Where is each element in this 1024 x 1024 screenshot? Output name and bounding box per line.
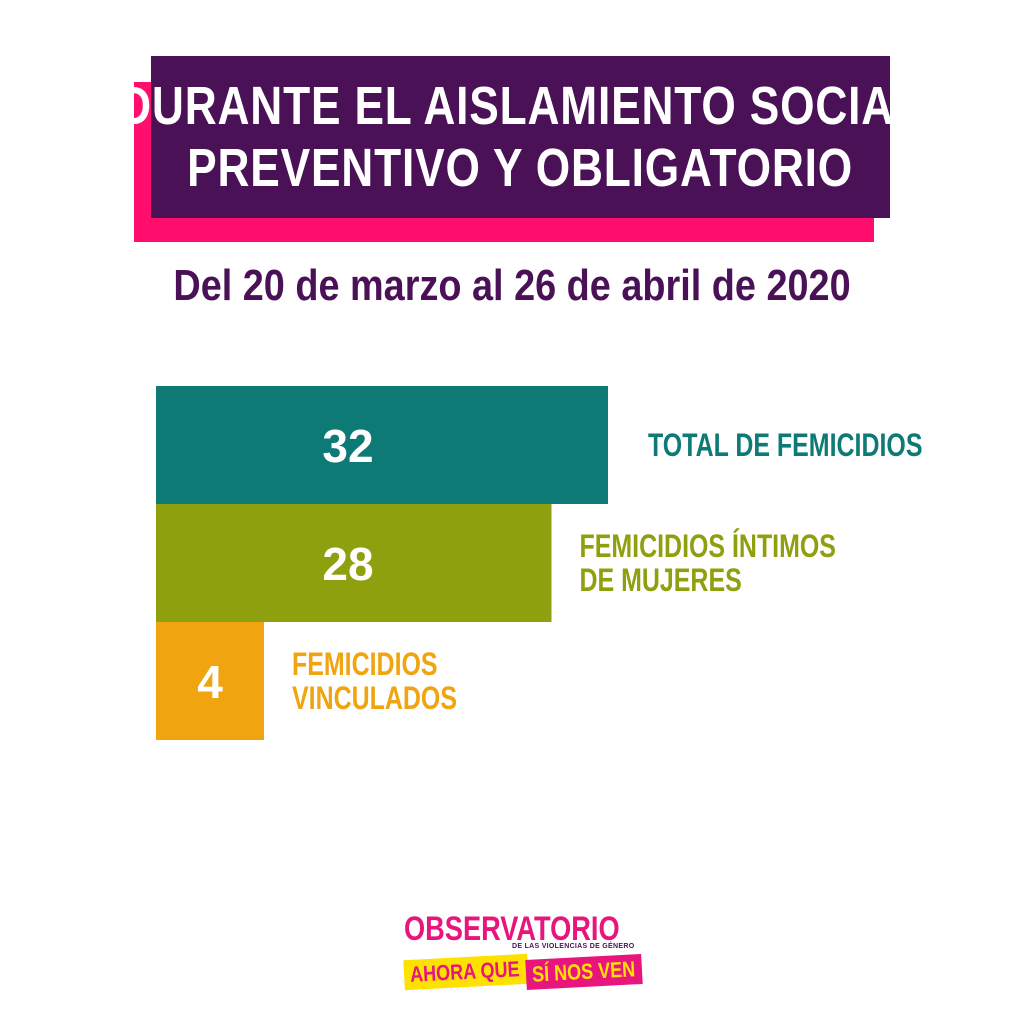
category-label-2-line-1: FEMICIDIOS ÍNTIMOS xyxy=(580,527,836,565)
bar-1 xyxy=(156,386,608,504)
logo-tagline: AHORA QUE SÍ NOS VEN xyxy=(403,953,643,991)
bar-value-label-1: 32 xyxy=(322,420,373,472)
category-label-1-line-1: TOTAL DE FEMICIDIOS xyxy=(648,428,922,464)
logo-tagline-a: AHORA QUE xyxy=(409,956,521,987)
logo-title: OBSERVATORIO xyxy=(404,910,620,948)
bar-value-label-2: 28 xyxy=(322,538,373,590)
title-line-2: PREVENTIVO Y OBLIGATORIO xyxy=(187,138,854,198)
category-label-3-line-2: VINCULADOS xyxy=(292,681,457,717)
logo-subtitle: DE LAS VIOLENCIAS DE GÉNERO xyxy=(512,943,635,950)
bar-3 xyxy=(156,622,264,740)
bar-value-label-3: 4 xyxy=(197,656,223,708)
date-range-subtitle: Del 20 de marzo al 26 de abril de 2020 xyxy=(173,261,851,310)
title-line-1: DURANTE EL AISLAMIENTO SOCIAL xyxy=(119,76,922,136)
observatorio-logo: OBSERVATORIO DE LAS VIOLENCIAS DE GÉNERO… xyxy=(403,904,643,994)
title-banner: DURANTE EL AISLAMIENTO SOCIAL PREVENTIVO… xyxy=(119,56,921,242)
category-label-2-line-2: DE MUJERES xyxy=(580,563,742,599)
category-label-3-line-1: FEMICIDIOS xyxy=(292,647,438,683)
bar-2 xyxy=(156,504,552,622)
title-box: DURANTE EL AISLAMIENTO SOCIAL PREVENTIVO… xyxy=(119,56,921,218)
logo-tagline-strip-a: AHORA QUE xyxy=(403,953,529,991)
logo-tagline-strip-b: SÍ NOS VEN xyxy=(525,953,643,991)
logo-tagline-b: SÍ NOS VEN xyxy=(531,956,636,987)
